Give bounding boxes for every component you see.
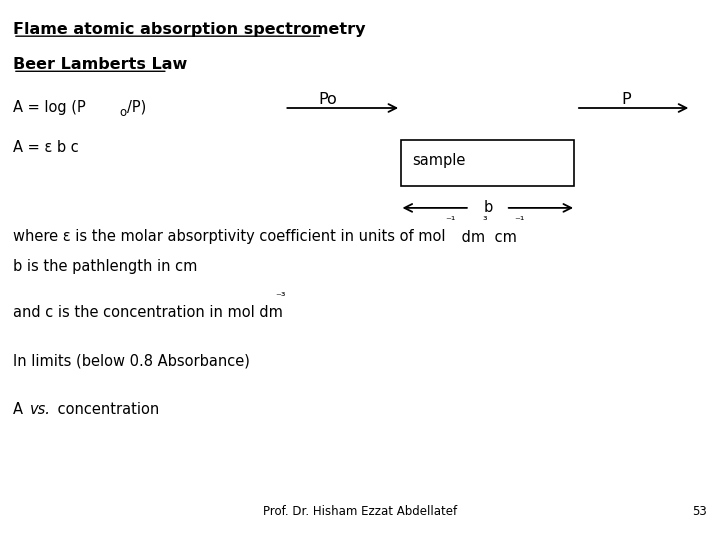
Text: concentration: concentration (53, 402, 160, 417)
Text: ⁻¹: ⁻¹ (514, 216, 524, 226)
Text: A: A (13, 402, 27, 417)
Text: ⁻¹: ⁻¹ (445, 216, 455, 226)
Text: ⁻³: ⁻³ (275, 292, 286, 302)
Text: A = log (P: A = log (P (13, 100, 86, 115)
Text: where ε is the molar absorptivity coefficient in units of mol: where ε is the molar absorptivity coeffi… (13, 230, 446, 245)
Text: In limits (below 0.8 Absorbance): In limits (below 0.8 Absorbance) (13, 354, 250, 369)
Text: o: o (120, 106, 127, 119)
Text: ³: ³ (482, 216, 487, 226)
Text: 53: 53 (693, 505, 707, 518)
FancyBboxPatch shape (401, 140, 574, 186)
Text: vs.: vs. (30, 402, 51, 417)
Text: cm: cm (490, 230, 516, 245)
Text: dm: dm (457, 230, 485, 245)
Text: b: b (483, 200, 492, 215)
Text: Po: Po (318, 92, 337, 107)
Text: A = ε b c: A = ε b c (13, 140, 78, 156)
Text: Prof. Dr. Hisham Ezzat Abdellatef: Prof. Dr. Hisham Ezzat Abdellatef (263, 505, 457, 518)
Text: Beer Lamberts Law: Beer Lamberts Law (13, 57, 187, 72)
Text: Flame atomic absorption spectrometry: Flame atomic absorption spectrometry (13, 22, 366, 37)
Text: sample: sample (412, 153, 465, 168)
Text: P: P (621, 92, 631, 107)
Text: b is the pathlength in cm: b is the pathlength in cm (13, 259, 197, 274)
Text: and c is the concentration in mol dm: and c is the concentration in mol dm (13, 305, 283, 320)
Text: /P): /P) (127, 100, 147, 115)
